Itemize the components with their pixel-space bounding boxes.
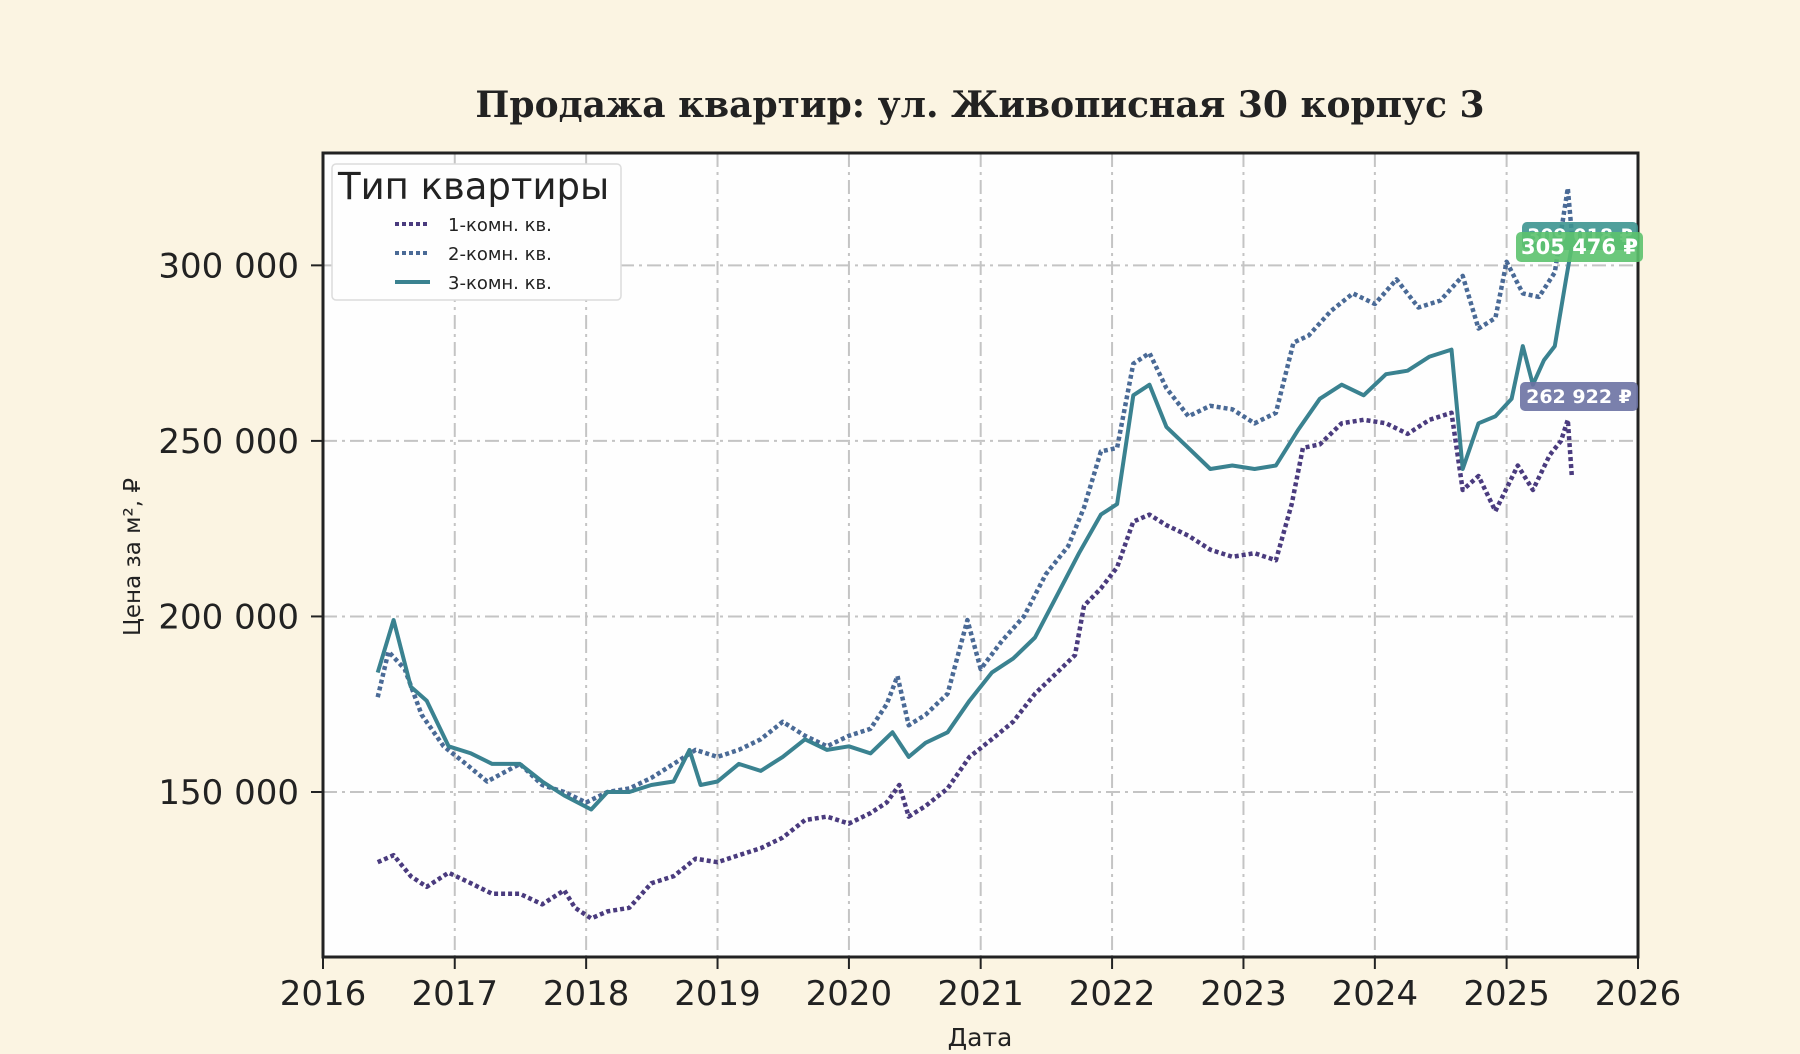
x-tick-label: 2022	[1069, 974, 1156, 1014]
y-tick-label: 300 000	[158, 246, 299, 286]
end-value-labels: 309 018 ₽305 476 ₽262 922 ₽	[1516, 222, 1643, 411]
x-tick-label: 2023	[1200, 974, 1287, 1014]
y-tick-label: 250 000	[158, 422, 299, 462]
x-tick-label: 2016	[280, 974, 367, 1014]
series-line-3	[375, 245, 1574, 812]
legend-box	[331, 163, 622, 301]
x-tick-label: 2019	[674, 974, 761, 1014]
chart-title: Продажа квартир: ул. Живописная 30 корпу…	[475, 84, 1484, 126]
y-tick-label: 200 000	[158, 597, 299, 637]
legend-items: 1-комн. кв. 2-комн. кв. 3-комн. кв.	[395, 215, 552, 294]
plot-frame	[321, 151, 1640, 959]
end-label-text-3: 262 922 ₽	[1526, 386, 1632, 408]
legend-label-1: 1-комн. кв.	[448, 215, 552, 236]
series-line-1	[376, 410, 1575, 921]
x-tick-label: 2025	[1463, 974, 1550, 1014]
tick-labels: 2016 2017 2018 2019 2020 2021 2022 2023 2024 2025…	[158, 246, 1681, 1014]
x-tick-label: 2017	[411, 974, 498, 1014]
x-axis-label: Дата	[948, 1023, 1013, 1050]
axes	[311, 151, 1640, 969]
end-label-box-3	[1520, 382, 1638, 411]
series-line-2	[375, 185, 1575, 805]
x-tick-label: 2024	[1332, 974, 1419, 1014]
legend-title: Тип квартиры	[337, 165, 609, 208]
x-tick-label: 2026	[1595, 974, 1682, 1014]
legend-label-3: 3-комн. кв.	[448, 273, 552, 294]
legend-label-2: 2-комн. кв.	[448, 244, 552, 265]
x-tick-label: 2020	[806, 974, 893, 1014]
series-lines	[375, 185, 1575, 921]
x-tick-label: 2018	[543, 974, 630, 1014]
x-tick-label: 2021	[937, 974, 1024, 1014]
legend: Тип квартиры 1-комн. кв. 2-комн. кв. 3-ком…	[331, 163, 622, 301]
y-axis-label: Цена за м², ₽	[120, 478, 146, 636]
end-label-box-2	[1516, 232, 1643, 262]
y-tick-label: 150 000	[158, 773, 299, 813]
end-label-text-2: 305 476 ₽	[1521, 235, 1638, 259]
